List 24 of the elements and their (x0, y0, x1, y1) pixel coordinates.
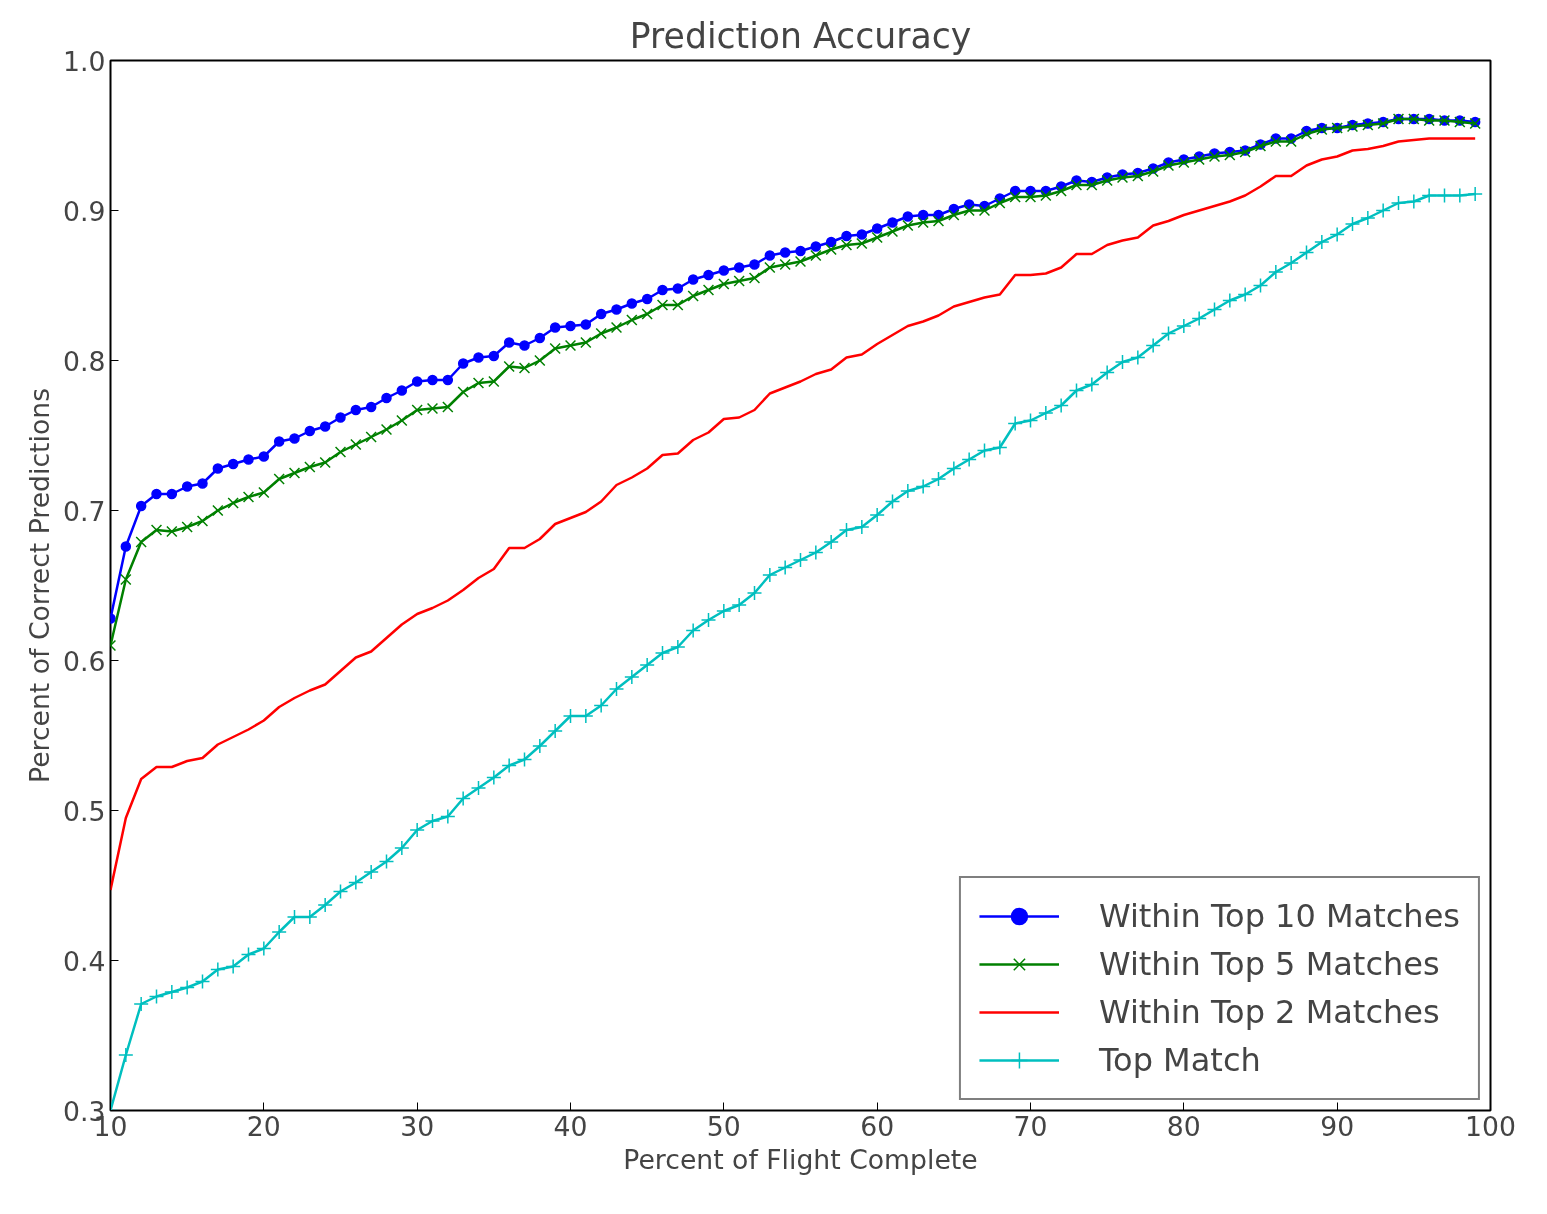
chart-title: Prediction Accuracy (629, 15, 972, 56)
legend-label: Within Top 2 Matches (1098, 993, 1440, 1031)
y-tick-label: 0.5 (63, 795, 106, 827)
y-tick-label: 1.0 (63, 45, 106, 77)
x-axis-title: Percent of Flight Complete (623, 1143, 978, 1175)
x-tick-label: 20 (246, 1110, 281, 1142)
x-tick-label: 30 (400, 1110, 435, 1142)
x-tick-label: 80 (1166, 1110, 1201, 1142)
x-tick-label: 60 (860, 1110, 895, 1142)
x-tick-label: 50 (706, 1110, 741, 1142)
x-tick-label: 100 (1465, 1110, 1516, 1142)
line-series (110, 137, 1477, 892)
legend-label: Within Top 5 Matches (1098, 945, 1440, 983)
y-tick-label: 0.7 (63, 495, 106, 527)
y-tick-label: 0.8 (63, 345, 106, 377)
y-tick-label: 0.6 (63, 645, 106, 677)
x-tick-label: 90 (1320, 1110, 1355, 1142)
y-tick-label: 0.9 (63, 195, 106, 227)
legend-label: Within Top 10 Matches (1098, 897, 1460, 935)
legend-label: Top Match (1098, 1041, 1261, 1079)
y-tick-label: 0.4 (63, 945, 106, 977)
x-tick-label: 70 (1013, 1110, 1048, 1142)
x-tick-label: 40 (553, 1110, 588, 1142)
y-axis-title: Percent of Correct Predictions (24, 387, 56, 784)
